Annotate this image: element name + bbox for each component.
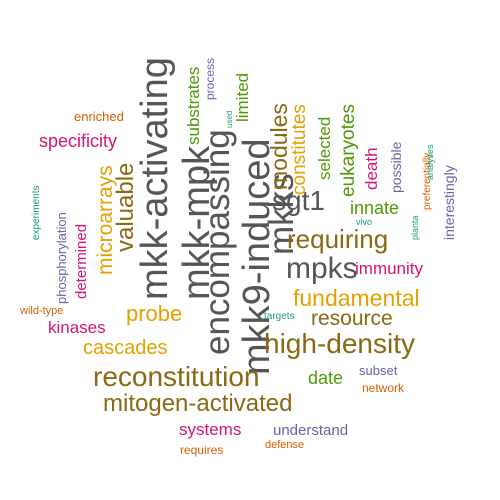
word-used: used — [225, 110, 234, 128]
word-encompassing: encompassing — [198, 129, 237, 355]
word-mpks: mpks — [286, 252, 358, 285]
word-innate: innate — [350, 198, 400, 218]
word-microarrays: microarrays — [94, 165, 117, 275]
word-phosphorylation: phosphorylation — [54, 212, 69, 304]
word-experiments: experiments — [31, 185, 42, 240]
word-requiring: requiring — [287, 224, 389, 254]
word-kinases: kinases — [48, 318, 106, 337]
word-constitutes: constitutes — [289, 104, 310, 195]
word-process: process — [203, 57, 217, 100]
word-eukaryotes: eukaryotes — [338, 104, 359, 197]
word-planta: planta — [410, 215, 420, 240]
word-specificity: specificity — [39, 131, 118, 151]
word-subset: subset — [359, 363, 398, 378]
word-modules: modules — [266, 103, 292, 190]
word-mkk-activating: mkk-activating — [134, 57, 176, 300]
word-vivo: vivo — [356, 217, 373, 227]
word-defense: defense — [265, 439, 305, 451]
word-requires: requires — [180, 443, 224, 457]
word-probe: probe — [126, 301, 183, 326]
word-network: network — [362, 381, 405, 395]
word-fundamental: fundamental — [293, 285, 420, 311]
word-systems: systems — [179, 420, 242, 439]
word-enriched: enriched — [74, 109, 124, 124]
word-understand: understand — [273, 422, 349, 439]
word-substrates: substrates — [184, 66, 203, 145]
word-death: death — [362, 147, 381, 190]
word-interestingly: interestingly — [441, 165, 457, 240]
word-analyses: analyses — [425, 144, 435, 180]
word-reconstitution: reconstitution — [93, 361, 260, 392]
word-sgt1: sgt1 — [272, 185, 325, 216]
word-date: date — [308, 368, 344, 388]
word-high-density: high-density — [264, 328, 415, 359]
word-determined: determined — [73, 223, 90, 299]
word-mitogen-activated: mitogen-activated — [103, 390, 293, 417]
word-immunity: immunity — [355, 259, 424, 278]
word-selected: selected — [315, 116, 334, 180]
word-wild-type: wild-type — [20, 305, 64, 317]
word-targets: targets — [264, 311, 295, 322]
word-resource: resource — [311, 307, 393, 330]
word-cascades: cascades — [83, 337, 168, 359]
word-limited: limited — [233, 72, 252, 122]
word-valuable: valuable — [112, 162, 139, 252]
word-possible: possible — [388, 141, 404, 193]
